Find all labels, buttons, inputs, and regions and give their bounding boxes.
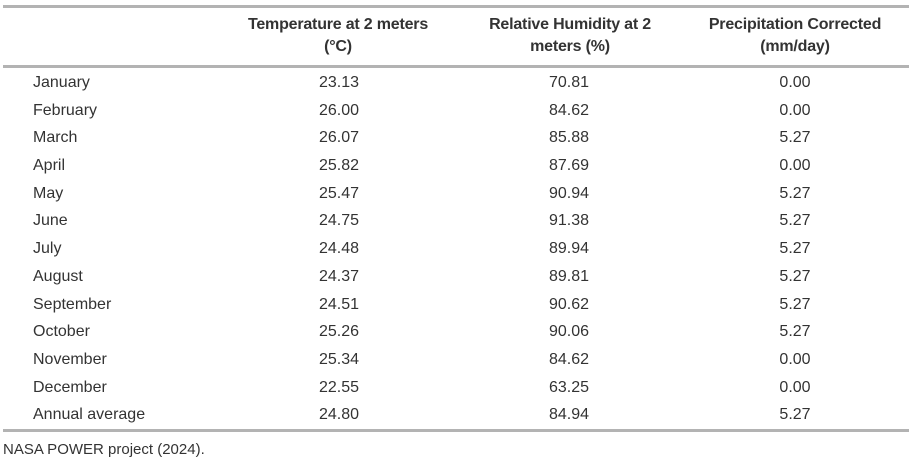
row-label: June bbox=[33, 212, 68, 230]
humidity-value: 91.38 bbox=[548, 212, 590, 230]
humidity-value: 87.69 bbox=[548, 157, 590, 175]
table-row: March 26.07 85.88 5.27 bbox=[0, 124, 916, 152]
precipitation-value: 0.00 bbox=[779, 101, 811, 119]
table-row: December 22.55 63.25 0.00 bbox=[0, 374, 916, 402]
row-label: August bbox=[33, 267, 83, 285]
table-top-rule bbox=[3, 5, 909, 8]
row-label: March bbox=[33, 129, 78, 147]
column-header-temperature-line2: (°C) bbox=[324, 38, 352, 55]
temperature-value: 24.48 bbox=[318, 240, 360, 258]
humidity-value: 63.25 bbox=[548, 378, 590, 396]
table-bottom-rule bbox=[3, 429, 909, 432]
temperature-value: 25.26 bbox=[318, 323, 360, 341]
temperature-value: 24.80 bbox=[318, 406, 360, 424]
humidity-value: 89.81 bbox=[548, 267, 590, 285]
humidity-value: 70.81 bbox=[548, 74, 590, 91]
source-note: NASA POWER project (2024). bbox=[3, 441, 205, 458]
column-header-precipitation-line1: Precipitation Corrected bbox=[708, 16, 882, 33]
temperature-value: 25.47 bbox=[318, 184, 360, 202]
table-row: September 24.51 90.62 5.27 bbox=[0, 291, 916, 319]
humidity-value: 84.62 bbox=[548, 101, 590, 119]
precipitation-value: 5.27 bbox=[779, 212, 811, 230]
precipitation-value: 5.27 bbox=[779, 406, 811, 424]
row-label: December bbox=[33, 378, 107, 396]
row-label: September bbox=[33, 295, 112, 313]
table-row: January 23.13 70.81 0.00 bbox=[0, 69, 916, 97]
humidity-value: 90.94 bbox=[548, 184, 590, 202]
column-header-temperature-line1: Temperature at 2 meters bbox=[247, 16, 429, 33]
table-header-rule bbox=[3, 65, 909, 68]
humidity-value: 84.62 bbox=[548, 350, 590, 368]
row-label: July bbox=[33, 240, 62, 258]
row-label: February bbox=[33, 101, 98, 119]
table-header: Temperature at 2 meters (°C) Relative Hu… bbox=[0, 14, 916, 64]
column-header-temperature: Temperature at 2 meters (°C) bbox=[228, 14, 448, 58]
precipitation-value: 5.27 bbox=[779, 295, 811, 313]
table-row: October 25.26 90.06 5.27 bbox=[0, 318, 916, 346]
temperature-value: 24.37 bbox=[318, 267, 360, 285]
column-header-precipitation: Precipitation Corrected (mm/day) bbox=[690, 14, 900, 58]
table-row: June 24.75 91.38 5.27 bbox=[0, 207, 916, 235]
table-body: January 23.13 70.81 0.00 February 26.00 … bbox=[0, 69, 916, 429]
row-label: April bbox=[33, 157, 66, 175]
precipitation-value: 0.00 bbox=[779, 350, 811, 368]
column-header-humidity-line1: Relative Humidity at 2 bbox=[489, 16, 651, 33]
precipitation-value: 5.27 bbox=[779, 184, 811, 202]
temperature-value: 22.55 bbox=[318, 378, 360, 396]
table-row: April 25.82 87.69 0.00 bbox=[0, 152, 916, 180]
temperature-value: 23.13 bbox=[318, 74, 360, 91]
table-row: August 24.37 89.81 5.27 bbox=[0, 263, 916, 291]
row-label: November bbox=[33, 350, 107, 368]
humidity-value: 89.94 bbox=[548, 240, 590, 258]
temperature-value: 25.82 bbox=[318, 157, 360, 175]
table-row: May 25.47 90.94 5.27 bbox=[0, 180, 916, 208]
precipitation-value: 5.27 bbox=[779, 323, 811, 341]
humidity-value: 85.88 bbox=[548, 129, 590, 147]
precipitation-value: 0.00 bbox=[779, 157, 811, 175]
temperature-value: 26.00 bbox=[318, 101, 360, 119]
temperature-value: 24.51 bbox=[318, 295, 360, 313]
table-row: July 24.48 89.94 5.27 bbox=[0, 235, 916, 263]
precipitation-value: 0.00 bbox=[779, 378, 811, 396]
precipitation-value: 5.27 bbox=[779, 240, 811, 258]
temperature-value: 24.75 bbox=[318, 212, 360, 230]
precipitation-value: 5.27 bbox=[779, 267, 811, 285]
column-header-precipitation-line2: (mm/day) bbox=[760, 38, 830, 55]
table-row-annual-average: Annual average 24.80 84.94 5.27 bbox=[0, 401, 916, 429]
temperature-value: 26.07 bbox=[318, 129, 360, 147]
humidity-value: 84.94 bbox=[548, 406, 590, 424]
row-label: Annual average bbox=[33, 406, 146, 424]
table-row: November 25.34 84.62 0.00 bbox=[0, 346, 916, 374]
humidity-value: 90.62 bbox=[548, 295, 590, 313]
row-label: October bbox=[33, 323, 90, 341]
row-label: May bbox=[33, 184, 64, 202]
table-row: February 26.00 84.62 0.00 bbox=[0, 97, 916, 125]
temperature-value: 25.34 bbox=[318, 350, 360, 368]
column-header-humidity: Relative Humidity at 2 meters (%) bbox=[460, 14, 680, 58]
precipitation-value: 5.27 bbox=[779, 129, 811, 147]
row-label: January bbox=[33, 74, 90, 91]
column-header-humidity-line2: meters (%) bbox=[530, 38, 610, 55]
humidity-value: 90.06 bbox=[548, 323, 590, 341]
precipitation-value: 0.00 bbox=[779, 74, 811, 91]
